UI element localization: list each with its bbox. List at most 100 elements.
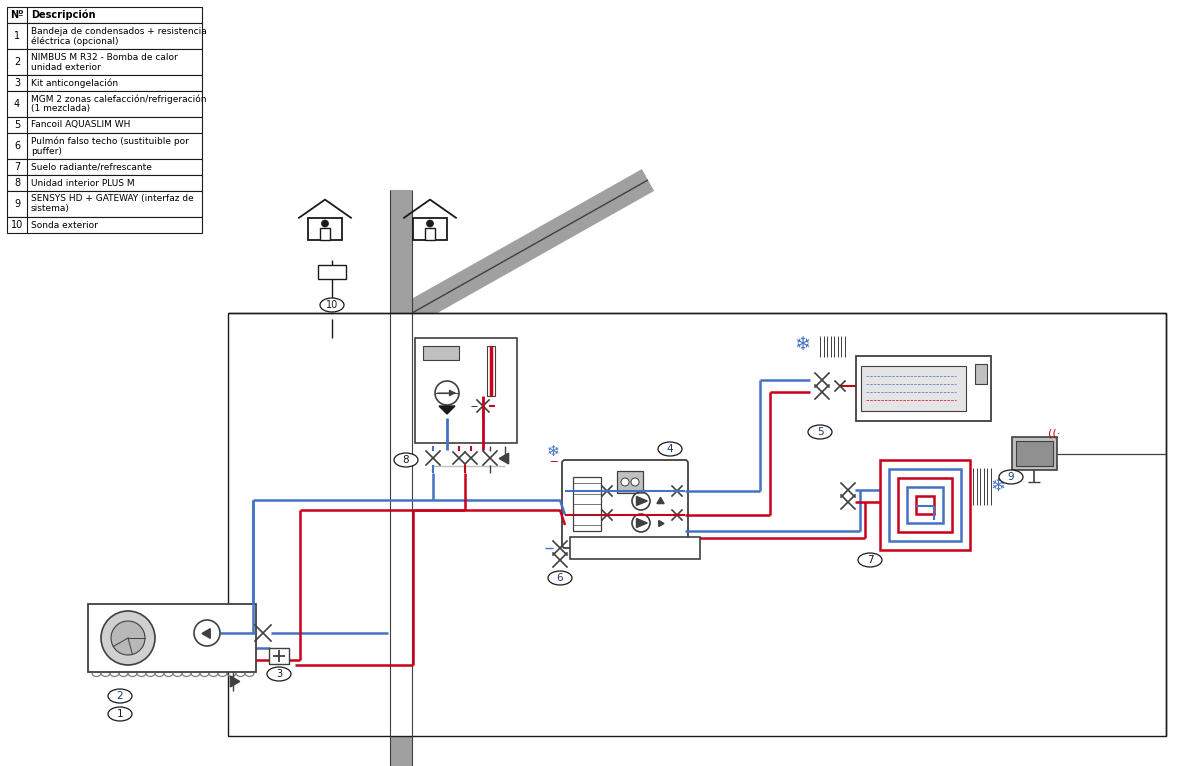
Circle shape <box>631 478 639 486</box>
Ellipse shape <box>320 298 344 312</box>
Circle shape <box>112 621 145 655</box>
Bar <box>7 159 202 175</box>
Circle shape <box>193 620 220 646</box>
Text: 10: 10 <box>11 220 23 230</box>
Text: Kit anticongelación: Kit anticongelación <box>31 78 119 88</box>
Text: Descripción: Descripción <box>31 10 95 20</box>
Ellipse shape <box>267 667 291 681</box>
Ellipse shape <box>808 425 832 439</box>
Text: 5: 5 <box>14 120 20 130</box>
Circle shape <box>631 514 650 532</box>
Bar <box>1013 437 1056 470</box>
Text: éléctrica (opcional): éléctrica (opcional) <box>31 36 119 46</box>
Text: ❄: ❄ <box>795 335 811 353</box>
Text: 8: 8 <box>402 455 410 465</box>
Text: 4: 4 <box>14 99 20 109</box>
Bar <box>7 7 202 23</box>
Text: ((·: ((· <box>1048 428 1060 438</box>
Bar <box>391 190 412 766</box>
Text: Unidad interior PLUS M: Unidad interior PLUS M <box>31 178 134 188</box>
Bar <box>856 356 991 421</box>
Text: Pulmón falso techo (sustituible por: Pulmón falso techo (sustituible por <box>31 136 189 146</box>
Text: (1 mezclada): (1 mezclada) <box>31 104 90 113</box>
Text: 1: 1 <box>116 709 123 719</box>
Polygon shape <box>636 496 647 506</box>
Bar <box>320 228 330 240</box>
Bar <box>573 477 601 531</box>
Polygon shape <box>636 519 647 528</box>
Bar <box>88 604 256 672</box>
Bar <box>1016 441 1053 466</box>
Text: SENSYS HD + GATEWAY (interfaz de: SENSYS HD + GATEWAY (interfaz de <box>31 195 193 204</box>
Text: Suelo radiante/refrescante: Suelo radiante/refrescante <box>31 162 152 172</box>
Bar <box>7 117 202 133</box>
Bar <box>7 191 202 217</box>
Text: ❄: ❄ <box>547 444 559 459</box>
Text: 7: 7 <box>14 162 20 172</box>
Text: 3: 3 <box>275 669 283 679</box>
Bar <box>975 364 988 384</box>
Bar <box>425 228 434 240</box>
Ellipse shape <box>658 442 683 456</box>
Text: 1: 1 <box>14 31 20 41</box>
Text: ─: ─ <box>550 456 557 466</box>
Bar <box>899 478 952 532</box>
Bar <box>7 75 202 91</box>
Text: 2: 2 <box>116 691 123 701</box>
Ellipse shape <box>858 553 882 567</box>
Text: 8: 8 <box>14 178 20 188</box>
Bar <box>269 648 288 664</box>
Circle shape <box>322 220 329 227</box>
Bar <box>415 338 518 443</box>
Polygon shape <box>439 406 455 414</box>
Text: Fancoil AQUASLIM WH: Fancoil AQUASLIM WH <box>31 120 131 129</box>
Bar <box>907 487 942 523</box>
Bar <box>916 496 934 514</box>
Circle shape <box>426 220 433 227</box>
Text: ❄: ❄ <box>990 477 1005 495</box>
Text: MGM 2 zonas calefacción/refrigeración: MGM 2 zonas calefacción/refrigeración <box>31 94 207 103</box>
Circle shape <box>101 611 155 665</box>
Bar <box>7 217 202 233</box>
Bar <box>7 175 202 191</box>
Bar <box>413 218 446 240</box>
Circle shape <box>434 381 459 405</box>
Text: 10: 10 <box>326 300 338 310</box>
Bar <box>309 218 342 240</box>
Bar <box>487 346 495 396</box>
Text: 9: 9 <box>1008 472 1015 482</box>
Bar <box>228 313 1166 736</box>
Ellipse shape <box>108 707 132 721</box>
Bar <box>889 469 961 541</box>
Text: Sonda exterior: Sonda exterior <box>31 221 97 230</box>
Bar <box>7 49 202 75</box>
Bar <box>318 265 345 279</box>
Text: unidad exterior: unidad exterior <box>31 63 101 71</box>
Text: sistema): sistema) <box>31 205 70 214</box>
Bar <box>880 460 970 550</box>
Bar <box>861 366 966 411</box>
Text: 6: 6 <box>14 141 20 151</box>
Text: 2: 2 <box>14 57 20 67</box>
Ellipse shape <box>108 689 132 703</box>
Text: 9: 9 <box>14 199 20 209</box>
Text: 3: 3 <box>14 78 20 88</box>
Text: 4: 4 <box>667 444 673 454</box>
Ellipse shape <box>548 571 572 585</box>
Circle shape <box>621 478 629 486</box>
Text: Bandeja de condensados + resistencia: Bandeja de condensados + resistencia <box>31 27 207 35</box>
Text: puffer): puffer) <box>31 146 62 155</box>
Bar <box>570 537 700 559</box>
Text: Nº: Nº <box>11 10 24 20</box>
Text: NIMBUS M R32 - Bomba de calor: NIMBUS M R32 - Bomba de calor <box>31 53 178 61</box>
Bar <box>7 23 202 49</box>
Text: 7: 7 <box>867 555 874 565</box>
Ellipse shape <box>999 470 1023 484</box>
Text: 5: 5 <box>817 427 824 437</box>
Bar <box>7 91 202 117</box>
Ellipse shape <box>394 453 418 467</box>
FancyBboxPatch shape <box>561 460 688 548</box>
Bar <box>423 346 459 360</box>
Bar <box>7 133 202 159</box>
Text: 6: 6 <box>557 573 564 583</box>
